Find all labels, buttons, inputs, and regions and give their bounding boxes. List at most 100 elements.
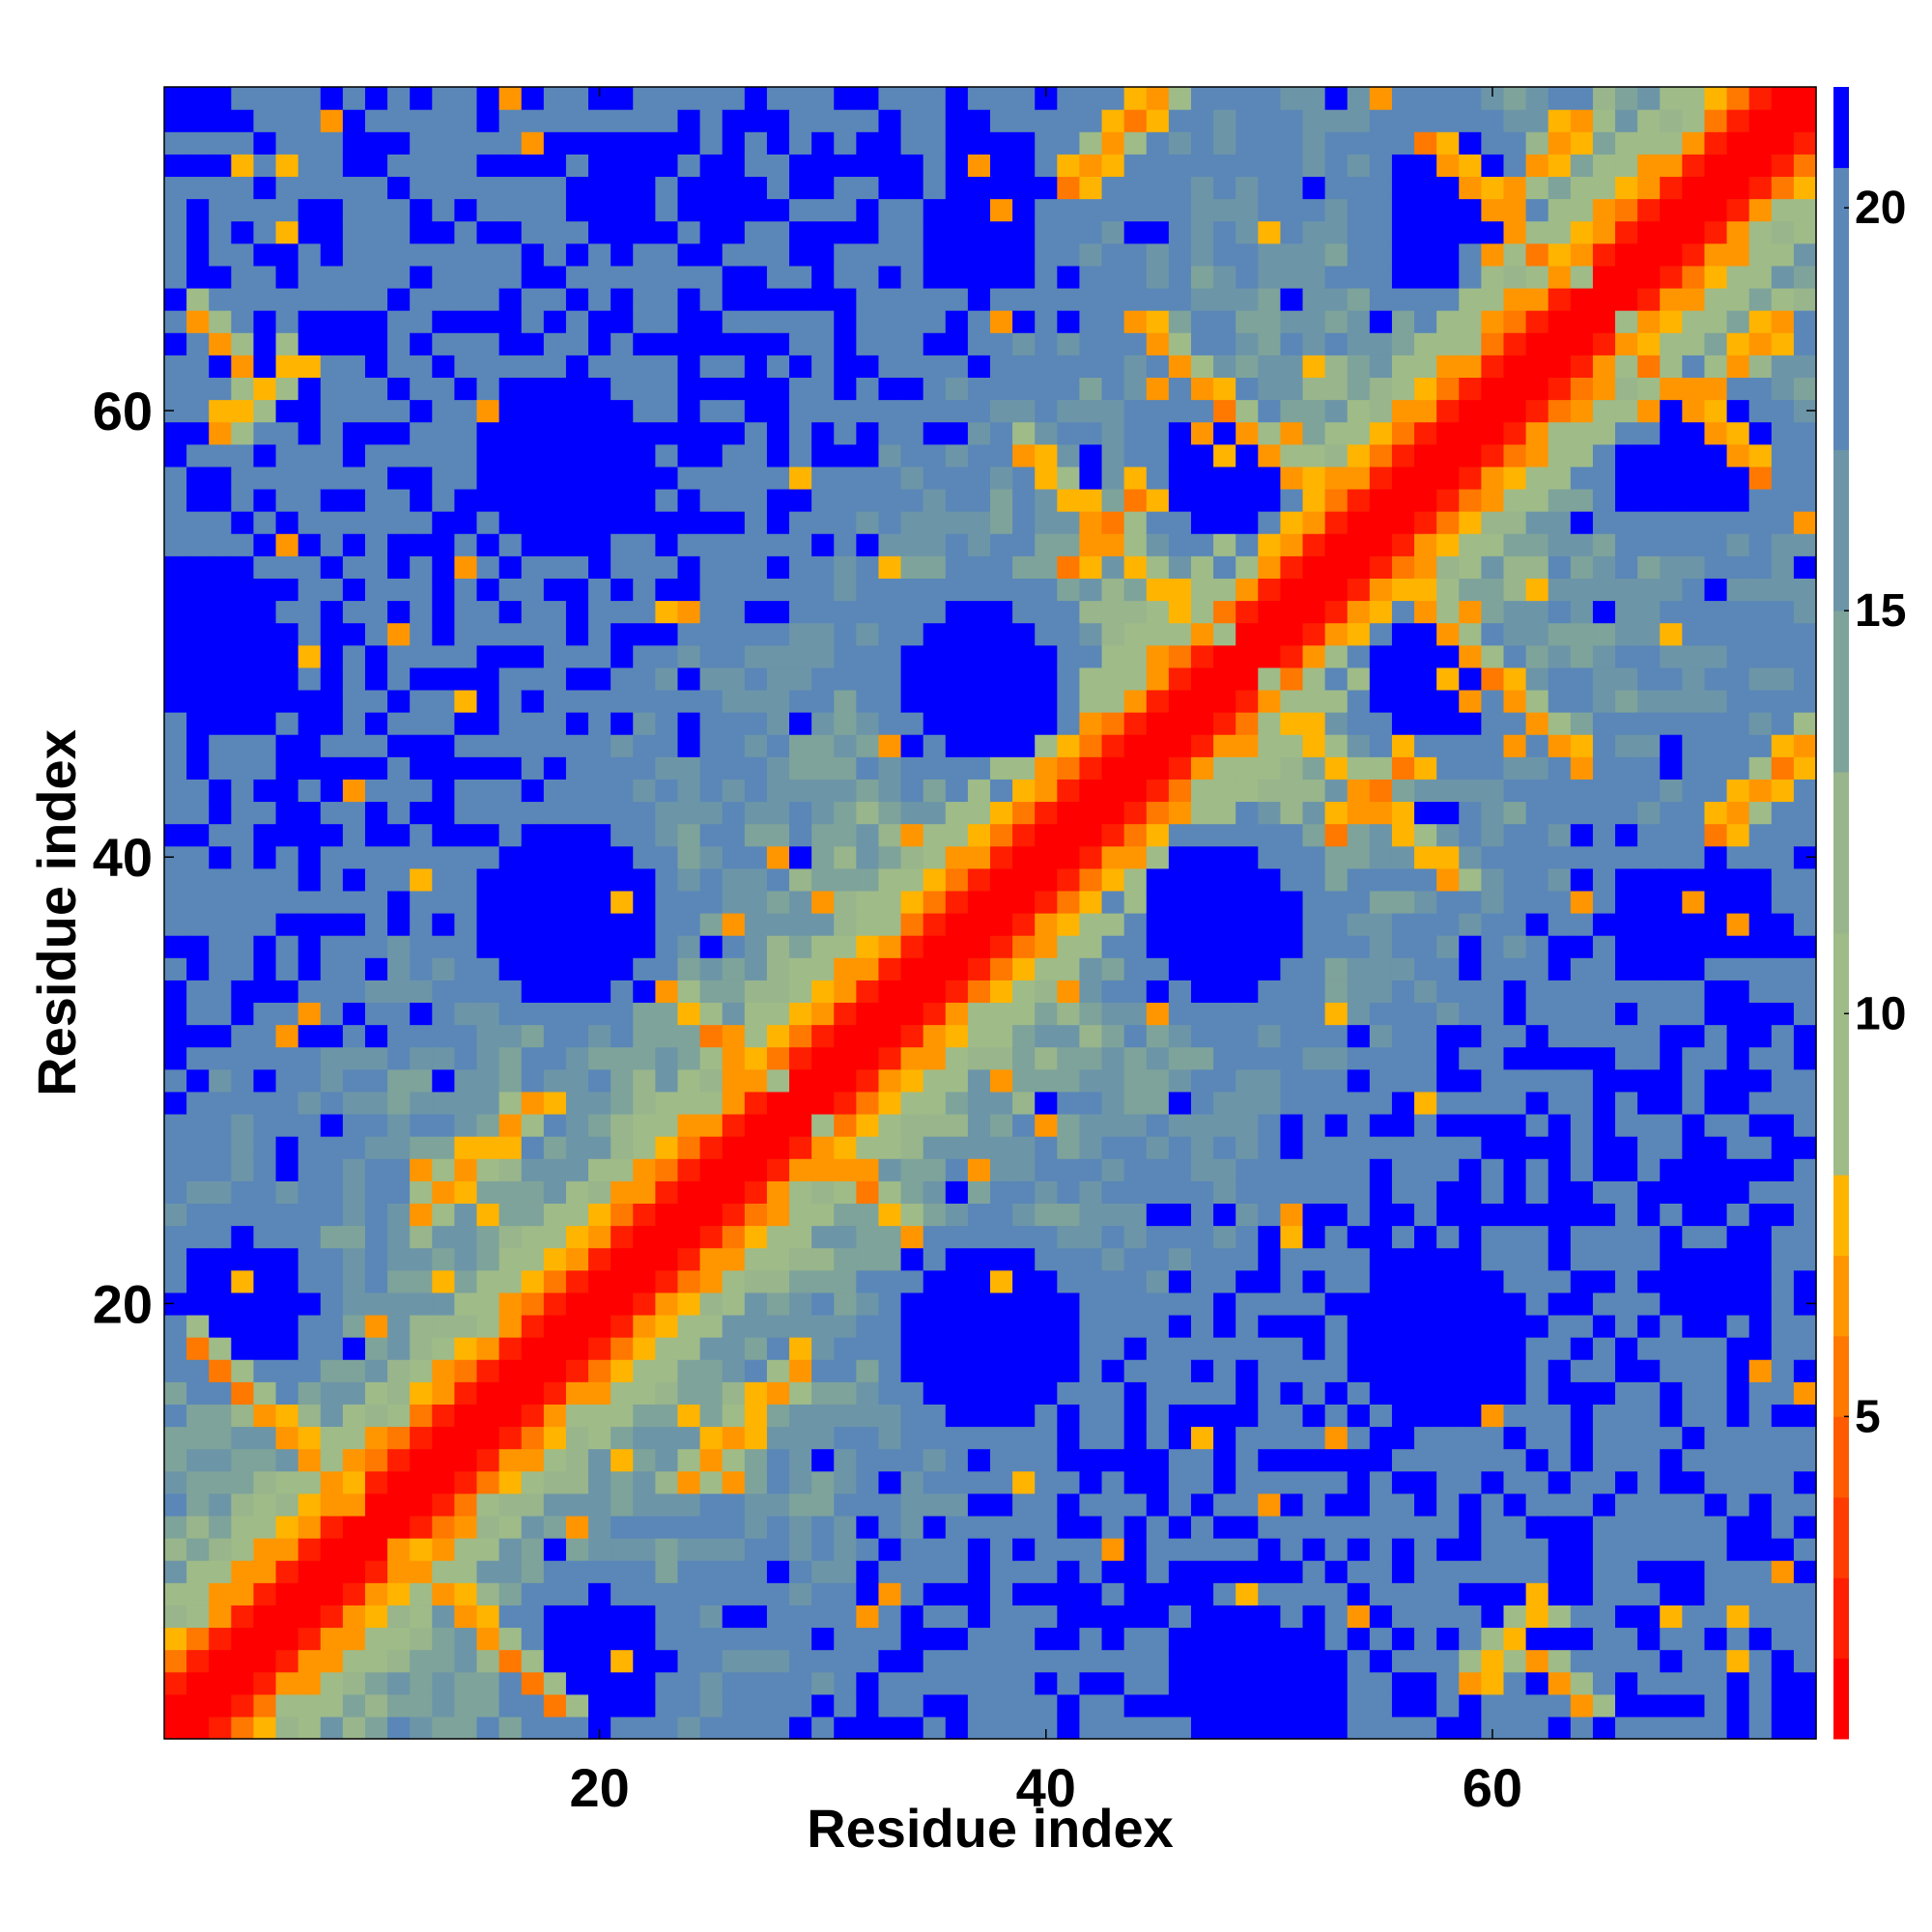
heatmap-cell xyxy=(565,756,589,780)
heatmap-cell xyxy=(878,1024,902,1048)
heatmap-cell xyxy=(432,265,456,289)
heatmap-cell xyxy=(1324,779,1349,803)
heatmap-cell xyxy=(1280,198,1304,222)
heatmap-cell xyxy=(744,600,768,624)
heatmap-cell xyxy=(588,756,611,780)
heatmap-cell xyxy=(722,734,746,757)
heatmap-cell xyxy=(498,176,523,200)
heatmap-cell xyxy=(990,1337,1013,1360)
heatmap-cell xyxy=(923,1158,947,1181)
heatmap-cell xyxy=(387,667,411,691)
heatmap-cell xyxy=(923,287,947,311)
heatmap-cell xyxy=(990,689,1013,713)
heatmap-cell xyxy=(923,622,947,646)
heatmap-cell xyxy=(789,131,812,155)
heatmap-cell xyxy=(1369,1091,1393,1115)
heatmap-cell xyxy=(1190,1605,1214,1629)
heatmap-cell xyxy=(1035,1180,1058,1205)
heatmap-cell xyxy=(1481,488,1505,512)
heatmap-cell xyxy=(967,935,991,958)
heatmap-cell xyxy=(1123,131,1148,155)
heatmap-cell xyxy=(722,1203,746,1227)
heatmap-cell xyxy=(1525,1671,1549,1695)
heatmap-cell xyxy=(1459,1314,1482,1338)
heatmap-cell xyxy=(1592,87,1616,110)
heatmap-cell xyxy=(1525,1470,1549,1494)
heatmap-cell xyxy=(945,1470,969,1494)
heatmap-cell xyxy=(811,1113,835,1137)
heatmap-cell xyxy=(789,957,812,980)
heatmap-cell xyxy=(1436,377,1460,401)
heatmap-cell xyxy=(1548,779,1572,803)
heatmap-cell xyxy=(699,1136,724,1159)
heatmap-cell xyxy=(900,1538,924,1561)
heatmap-cell xyxy=(1615,1492,1638,1517)
heatmap-cell xyxy=(342,712,366,735)
heatmap-cell xyxy=(1079,1515,1103,1539)
heatmap-cell xyxy=(209,1605,232,1629)
heatmap-cell xyxy=(320,1582,344,1605)
heatmap-cell xyxy=(543,1180,567,1205)
heatmap-cell xyxy=(1414,644,1437,668)
heatmap-cell xyxy=(1190,1693,1214,1718)
heatmap-cell xyxy=(209,600,232,624)
heatmap-cell xyxy=(521,1671,545,1695)
heatmap-cell xyxy=(565,1158,589,1181)
heatmap-cell xyxy=(164,957,187,980)
heatmap-cell xyxy=(1079,957,1103,980)
heatmap-cell xyxy=(1012,1225,1036,1249)
heatmap-cell xyxy=(432,644,456,668)
heatmap-cell xyxy=(1436,1225,1460,1249)
heatmap-cell xyxy=(834,176,857,200)
heatmap-cell xyxy=(1035,1426,1058,1450)
heatmap-cell xyxy=(744,377,768,401)
heatmap-cell xyxy=(811,1649,835,1673)
heatmap-cell xyxy=(967,890,991,914)
heatmap-cell xyxy=(1079,466,1103,490)
heatmap-cell xyxy=(253,1068,277,1093)
heatmap-cell xyxy=(1280,913,1304,936)
heatmap-cell xyxy=(834,1515,857,1539)
heatmap-cell xyxy=(543,1269,567,1293)
heatmap-cell xyxy=(1324,867,1349,892)
heatmap-cell xyxy=(209,1560,232,1583)
heatmap-cell xyxy=(1525,1693,1549,1718)
heatmap-cell xyxy=(164,220,187,244)
heatmap-cell xyxy=(1637,600,1661,624)
heatmap-cell xyxy=(588,176,611,200)
heatmap-cell xyxy=(454,1426,478,1450)
heatmap-cell xyxy=(364,1671,388,1695)
heatmap-cell xyxy=(342,355,366,379)
heatmap-cell xyxy=(231,198,255,222)
heatmap-cell xyxy=(1302,1671,1326,1695)
heatmap-cell xyxy=(945,1605,969,1629)
heatmap-cell xyxy=(856,600,880,624)
heatmap-cell xyxy=(990,533,1013,556)
heatmap-cell xyxy=(1347,1203,1371,1227)
heatmap-cell xyxy=(432,1247,456,1271)
heatmap-cell xyxy=(454,1649,478,1673)
heatmap-cell xyxy=(722,1426,746,1450)
heatmap-cell xyxy=(1369,87,1393,110)
heatmap-cell xyxy=(1369,1649,1393,1673)
heatmap-cell xyxy=(1258,622,1282,646)
heatmap-cell xyxy=(1414,823,1437,847)
heatmap-cell xyxy=(722,310,746,333)
heatmap-cell xyxy=(1123,377,1148,401)
heatmap-cell xyxy=(811,1136,835,1159)
heatmap-cell xyxy=(209,1470,232,1494)
heatmap-cell xyxy=(1123,845,1148,869)
heatmap-cell xyxy=(275,779,299,803)
heatmap-cell xyxy=(1481,555,1505,579)
heatmap-cell xyxy=(611,1002,634,1026)
heatmap-cell xyxy=(1414,488,1437,512)
heatmap-cell xyxy=(342,332,366,355)
heatmap-cell xyxy=(655,220,679,244)
heatmap-cell xyxy=(611,109,634,132)
heatmap-cell xyxy=(1079,1716,1103,1740)
heatmap-cell xyxy=(789,1560,812,1583)
heatmap-cell xyxy=(342,399,366,423)
heatmap-cell xyxy=(878,1649,902,1673)
heatmap-cell xyxy=(722,1448,746,1472)
heatmap-cell xyxy=(1258,1113,1282,1137)
